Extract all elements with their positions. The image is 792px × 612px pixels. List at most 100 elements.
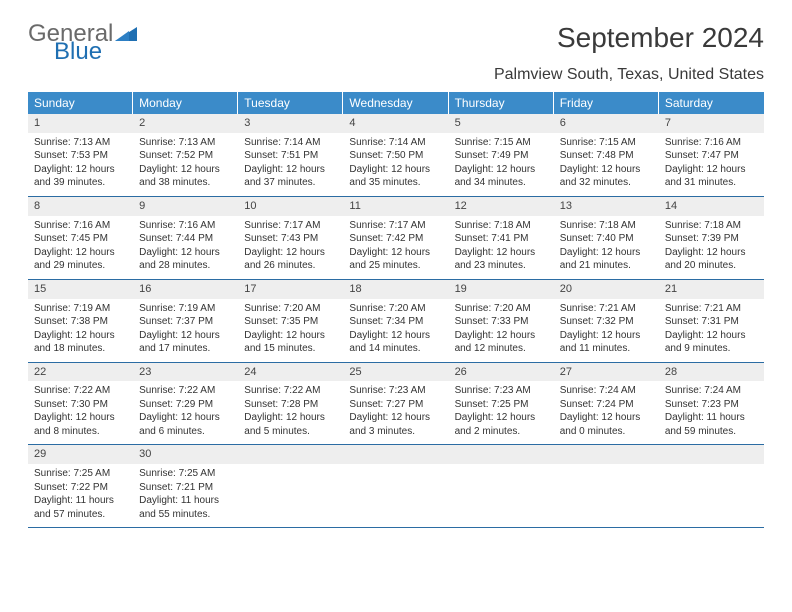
day-number: 22 [28, 363, 133, 382]
day-number: 9 [133, 197, 238, 216]
calendar-cell: 1Sunrise: 7:13 AMSunset: 7:53 PMDaylight… [28, 114, 133, 196]
day-details: Sunrise: 7:17 AMSunset: 7:42 PMDaylight:… [343, 216, 448, 279]
sunset-line: Sunset: 7:37 PM [139, 315, 232, 329]
calendar-week: 29Sunrise: 7:25 AMSunset: 7:22 PMDayligh… [28, 445, 764, 528]
sunset-line: Sunset: 7:34 PM [349, 315, 442, 329]
day-number: 8 [28, 197, 133, 216]
brand-part2: Blue [54, 40, 102, 64]
sunrise-line: Sunrise: 7:15 AM [560, 136, 653, 150]
day-number: 11 [343, 197, 448, 216]
day-number: 16 [133, 280, 238, 299]
calendar-cell: 26Sunrise: 7:23 AMSunset: 7:25 PMDayligh… [449, 363, 554, 445]
day-details: Sunrise: 7:25 AMSunset: 7:22 PMDaylight:… [28, 464, 133, 527]
day-details: Sunrise: 7:25 AMSunset: 7:21 PMDaylight:… [133, 464, 238, 527]
day-details: Sunrise: 7:21 AMSunset: 7:31 PMDaylight:… [659, 299, 764, 362]
daylight-line: Daylight: 12 hours and 6 minutes. [139, 411, 232, 438]
day-header: Monday [133, 92, 238, 114]
day-number: 12 [449, 197, 554, 216]
day-details [343, 464, 448, 512]
daylight-line: Daylight: 12 hours and 3 minutes. [349, 411, 442, 438]
daylight-line: Daylight: 12 hours and 29 minutes. [34, 246, 127, 273]
calendar-cell: 16Sunrise: 7:19 AMSunset: 7:37 PMDayligh… [133, 280, 238, 362]
page-title: September 2024 [557, 22, 764, 54]
daylight-line: Daylight: 12 hours and 25 minutes. [349, 246, 442, 273]
sunrise-line: Sunrise: 7:22 AM [244, 384, 337, 398]
calendar-cell [238, 445, 343, 527]
calendar-cell: 9Sunrise: 7:16 AMSunset: 7:44 PMDaylight… [133, 197, 238, 279]
day-details: Sunrise: 7:20 AMSunset: 7:34 PMDaylight:… [343, 299, 448, 362]
day-details: Sunrise: 7:15 AMSunset: 7:48 PMDaylight:… [554, 133, 659, 196]
day-number: 6 [554, 114, 659, 133]
daylight-line: Daylight: 12 hours and 35 minutes. [349, 163, 442, 190]
calendar-week: 1Sunrise: 7:13 AMSunset: 7:53 PMDaylight… [28, 114, 764, 197]
calendar-week: 22Sunrise: 7:22 AMSunset: 7:30 PMDayligh… [28, 363, 764, 446]
day-number: 29 [28, 445, 133, 464]
day-header: Wednesday [343, 92, 448, 114]
sunset-line: Sunset: 7:53 PM [34, 149, 127, 163]
day-number: 19 [449, 280, 554, 299]
calendar-cell [554, 445, 659, 527]
day-details [449, 464, 554, 512]
day-number: 13 [554, 197, 659, 216]
daylight-line: Daylight: 11 hours and 55 minutes. [139, 494, 232, 521]
sunrise-line: Sunrise: 7:20 AM [455, 302, 548, 316]
sunrise-line: Sunrise: 7:15 AM [455, 136, 548, 150]
day-details: Sunrise: 7:24 AMSunset: 7:24 PMDaylight:… [554, 381, 659, 444]
calendar-cell: 30Sunrise: 7:25 AMSunset: 7:21 PMDayligh… [133, 445, 238, 527]
sunrise-line: Sunrise: 7:25 AM [139, 467, 232, 481]
sunrise-line: Sunrise: 7:23 AM [455, 384, 548, 398]
sunset-line: Sunset: 7:41 PM [455, 232, 548, 246]
sunrise-line: Sunrise: 7:20 AM [349, 302, 442, 316]
day-number: 27 [554, 363, 659, 382]
daylight-line: Daylight: 11 hours and 59 minutes. [665, 411, 758, 438]
calendar-cell: 8Sunrise: 7:16 AMSunset: 7:45 PMDaylight… [28, 197, 133, 279]
sunset-line: Sunset: 7:49 PM [455, 149, 548, 163]
day-number: 7 [659, 114, 764, 133]
day-details: Sunrise: 7:16 AMSunset: 7:47 PMDaylight:… [659, 133, 764, 196]
calendar-cell: 11Sunrise: 7:17 AMSunset: 7:42 PMDayligh… [343, 197, 448, 279]
sunset-line: Sunset: 7:28 PM [244, 398, 337, 412]
sunset-line: Sunset: 7:51 PM [244, 149, 337, 163]
sunrise-line: Sunrise: 7:14 AM [349, 136, 442, 150]
day-header: Tuesday [238, 92, 343, 114]
daylight-line: Daylight: 12 hours and 34 minutes. [455, 163, 548, 190]
sunset-line: Sunset: 7:48 PM [560, 149, 653, 163]
calendar-cell: 13Sunrise: 7:18 AMSunset: 7:40 PMDayligh… [554, 197, 659, 279]
calendar-cell: 20Sunrise: 7:21 AMSunset: 7:32 PMDayligh… [554, 280, 659, 362]
day-details: Sunrise: 7:19 AMSunset: 7:38 PMDaylight:… [28, 299, 133, 362]
day-details: Sunrise: 7:18 AMSunset: 7:40 PMDaylight:… [554, 216, 659, 279]
day-number: 23 [133, 363, 238, 382]
day-details [238, 464, 343, 512]
day-number: 3 [238, 114, 343, 133]
sunrise-line: Sunrise: 7:16 AM [665, 136, 758, 150]
sunrise-line: Sunrise: 7:20 AM [244, 302, 337, 316]
sunset-line: Sunset: 7:42 PM [349, 232, 442, 246]
sunrise-line: Sunrise: 7:21 AM [560, 302, 653, 316]
daylight-line: Daylight: 12 hours and 17 minutes. [139, 329, 232, 356]
daylight-line: Daylight: 12 hours and 28 minutes. [139, 246, 232, 273]
sunrise-line: Sunrise: 7:16 AM [139, 219, 232, 233]
sunrise-line: Sunrise: 7:22 AM [139, 384, 232, 398]
sunset-line: Sunset: 7:29 PM [139, 398, 232, 412]
calendar-cell: 23 Sunrise: 7:22 AMSunset: 7:29 PMDayligh… [133, 363, 238, 445]
day-details: Sunrise: 7:15 AMSunset: 7:49 PMDaylight:… [449, 133, 554, 196]
calendar-grid: Sunday Monday Tuesday Wednesday Thursday… [28, 92, 764, 528]
daylight-line: Daylight: 12 hours and 20 minutes. [665, 246, 758, 273]
day-details: Sunrise: 7:23 AMSunset: 7:27 PMDaylight:… [343, 381, 448, 444]
day-header: Thursday [449, 92, 554, 114]
day-number [554, 445, 659, 464]
day-number: 5 [449, 114, 554, 133]
daylight-line: Daylight: 12 hours and 31 minutes. [665, 163, 758, 190]
daylight-line: Daylight: 12 hours and 14 minutes. [349, 329, 442, 356]
sunset-line: Sunset: 7:23 PM [665, 398, 758, 412]
daylight-line: Daylight: 12 hours and 23 minutes. [455, 246, 548, 273]
sunset-line: Sunset: 7:30 PM [34, 398, 127, 412]
day-details: Sunrise: 7:14 AMSunset: 7:50 PMDaylight:… [343, 133, 448, 196]
daylight-line: Daylight: 12 hours and 2 minutes. [455, 411, 548, 438]
sunrise-line: Sunrise: 7:25 AM [34, 467, 127, 481]
location-subtitle: Palmview South, Texas, United States [28, 66, 764, 84]
calendar-cell: 7Sunrise: 7:16 AMSunset: 7:47 PMDaylight… [659, 114, 764, 196]
sunset-line: Sunset: 7:27 PM [349, 398, 442, 412]
day-details: Sunrise: 7:22 AMSunset: 7:30 PMDaylight:… [28, 381, 133, 444]
sunrise-line: Sunrise: 7:13 AM [34, 136, 127, 150]
